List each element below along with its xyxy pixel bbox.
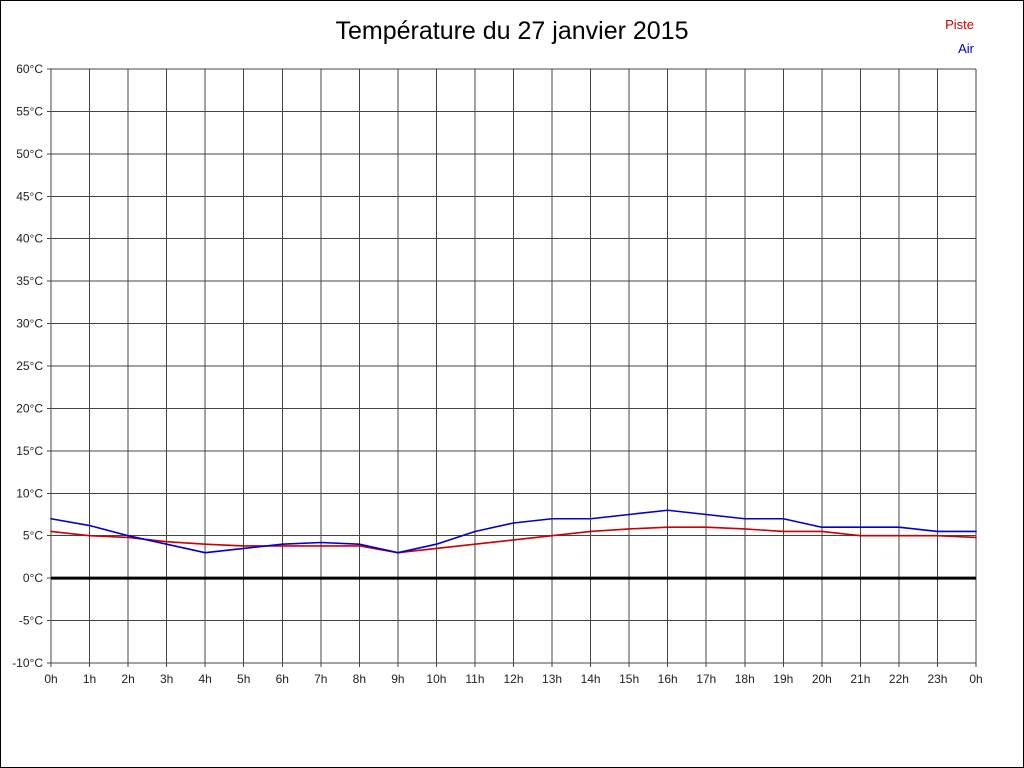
svg-text:50°C: 50°C [16, 147, 43, 161]
x-axis-labels: 0h 1h 2h 3h 4h 5h 6h 7h 8h 9h 10h 11h 12h 13h 14h 15h 16… [44, 672, 982, 686]
svg-text:15h: 15h [619, 672, 639, 686]
svg-text:18h: 18h [735, 672, 755, 686]
svg-text:25°C: 25°C [16, 359, 43, 373]
svg-text:5°C: 5°C [23, 529, 43, 543]
svg-text:0h: 0h [969, 672, 982, 686]
svg-text:19h: 19h [773, 672, 793, 686]
svg-text:23h: 23h [927, 672, 947, 686]
svg-text:40°C: 40°C [16, 232, 43, 246]
svg-text:35°C: 35°C [16, 274, 43, 288]
svg-text:9h: 9h [391, 672, 404, 686]
svg-text:30°C: 30°C [16, 317, 43, 331]
svg-text:14h: 14h [581, 672, 601, 686]
svg-text:3h: 3h [160, 672, 173, 686]
svg-text:60°C: 60°C [16, 62, 43, 76]
series-line-air [50, 509, 977, 554]
chart-title: Température du 27 janvier 2015 [335, 17, 689, 45]
chart-legend: Piste Air [945, 13, 974, 61]
svg-text:0°C: 0°C [23, 571, 43, 585]
svg-text:55°C: 55°C [16, 104, 43, 118]
svg-text:10h: 10h [426, 672, 446, 686]
legend-item-air: Air [958, 41, 974, 56]
svg-text:10°C: 10°C [16, 486, 43, 500]
svg-text:16h: 16h [658, 672, 678, 686]
svg-text:1h: 1h [83, 672, 96, 686]
svg-text:11h: 11h [465, 672, 484, 686]
svg-text:4h: 4h [198, 672, 211, 686]
svg-text:6h: 6h [276, 672, 289, 686]
svg-text:21h: 21h [850, 672, 870, 686]
svg-text:0h: 0h [44, 672, 57, 686]
svg-text:12h: 12h [503, 672, 523, 686]
svg-text:-10°C: -10°C [12, 656, 43, 670]
svg-text:7h: 7h [314, 672, 327, 686]
axis-ticks [47, 68, 977, 667]
series-line-piste [50, 526, 977, 554]
svg-text:2h: 2h [121, 672, 134, 686]
svg-text:20h: 20h [812, 672, 832, 686]
svg-text:22h: 22h [889, 672, 909, 686]
y-axis-labels: 60°C 55°C 50°C 45°C 40°C 35°C 30°C 25°C 20°C 15°C… [12, 62, 43, 670]
svg-text:5h: 5h [237, 672, 250, 686]
legend-item-piste: Piste [945, 17, 974, 32]
svg-text:8h: 8h [353, 672, 366, 686]
svg-text:13h: 13h [542, 672, 562, 686]
grid-lines [50, 68, 977, 664]
svg-text:17h: 17h [696, 672, 716, 686]
svg-text:20°C: 20°C [16, 401, 43, 415]
svg-text:-5°C: -5°C [19, 614, 43, 628]
svg-text:15°C: 15°C [16, 444, 43, 458]
svg-text:45°C: 45°C [16, 189, 43, 203]
